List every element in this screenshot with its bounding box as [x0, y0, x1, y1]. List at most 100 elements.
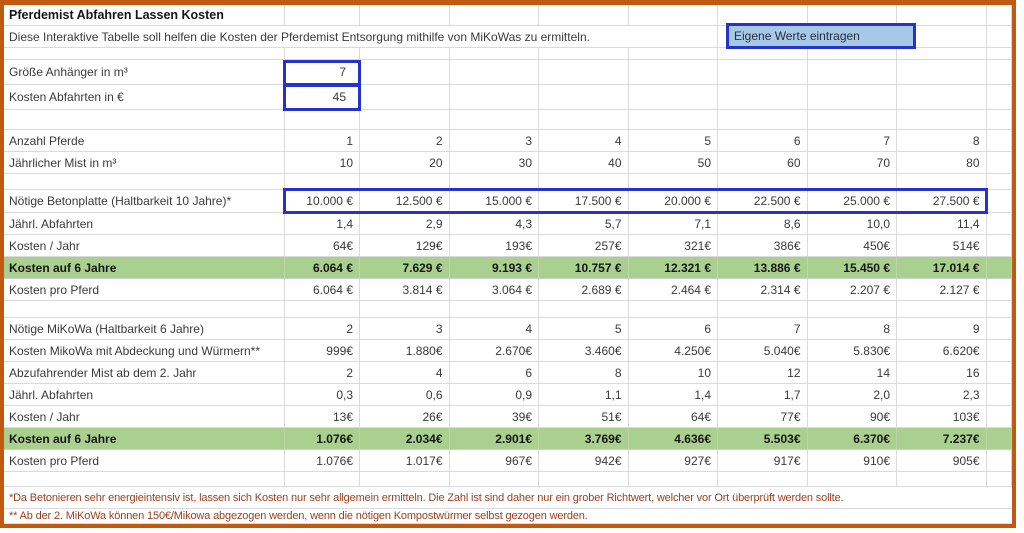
- empty-cell: [807, 301, 897, 318]
- empty-cell: [986, 26, 1012, 48]
- empty-cell: [807, 85, 897, 110]
- value-cell: 321€: [628, 235, 718, 257]
- empty-cell: [539, 301, 629, 318]
- empty-cell: [897, 85, 987, 110]
- value-cell: 5,7: [539, 213, 629, 235]
- value-cell: 64€: [628, 406, 718, 428]
- value-cell: 1.017€: [360, 450, 450, 472]
- empty-cell: [285, 301, 360, 318]
- empty-cell: [897, 48, 987, 60]
- empty-cell: [628, 110, 718, 130]
- empty-cell: [360, 60, 450, 85]
- value-cell: 39€: [449, 406, 539, 428]
- empty-cell: [986, 5, 1012, 26]
- empty-cell: [986, 213, 1012, 235]
- empty-cell: [628, 472, 718, 487]
- value-cell: 51€: [539, 406, 629, 428]
- footnote-text: *Da Betonieren sehr energieintensiv ist,…: [4, 487, 1012, 509]
- sheet-row-input: Größe Anhänger in m³ 7: [4, 60, 1012, 85]
- empty-cell: [4, 110, 285, 130]
- value-cell: 7.237€: [897, 428, 987, 450]
- sheet-row-data: Anzahl Pferde 1 2 3 4 5 6 7 8: [4, 130, 1012, 152]
- value-cell: 450€: [807, 235, 897, 257]
- value-cell: 14: [807, 362, 897, 384]
- sheet-row-data: Jährl. Abfahrten 0,3 0,6 0,9 1,1 1,4 1,7 2,0 2,3: [4, 384, 1012, 406]
- value-cell: 2: [285, 318, 360, 340]
- value-cell: 193€: [449, 235, 539, 257]
- value-cell: 1.880€: [360, 340, 450, 362]
- empty-cell: [807, 472, 897, 487]
- value-cell: 9.193 €: [449, 257, 539, 279]
- empty-cell: [449, 48, 539, 60]
- empty-cell: [986, 152, 1012, 174]
- input-label: Größe Anhänger in m³: [4, 60, 285, 85]
- empty-cell: [539, 110, 629, 130]
- empty-cell: [718, 48, 808, 60]
- empty-cell: [285, 5, 360, 26]
- value-cell: 2.901€: [449, 428, 539, 450]
- value-cell: 5: [628, 130, 718, 152]
- empty-cell: [986, 257, 1012, 279]
- empty-cell: [449, 301, 539, 318]
- empty-cell: [360, 301, 450, 318]
- value-cell: 50: [628, 152, 718, 174]
- value-cell: 6.064 €: [285, 279, 360, 301]
- value-cell: 0,3: [285, 384, 360, 406]
- empty-cell: [986, 190, 1012, 213]
- row-label: Kosten / Jahr: [4, 235, 285, 257]
- row-label: Kosten / Jahr: [4, 406, 285, 428]
- empty-cell: [897, 110, 987, 130]
- empty-cell: [718, 85, 808, 110]
- empty-cell: [628, 48, 718, 60]
- empty-cell: [986, 174, 1012, 190]
- sheet-row-data: Kosten pro Pferd 1.076€ 1.017€ 967€ 942€ 927€…: [4, 450, 1012, 472]
- value-cell: 3.460€: [539, 340, 629, 362]
- value-cell: 967€: [449, 450, 539, 472]
- value-cell: 2,9: [360, 213, 450, 235]
- value-cell: 3: [360, 318, 450, 340]
- input-box-anhaenger-groesse[interactable]: [283, 60, 361, 86]
- input-box-kosten-abfahrten[interactable]: [283, 84, 361, 111]
- row-label: Kosten pro Pferd: [4, 450, 285, 472]
- empty-cell: [539, 60, 629, 85]
- empty-cell: [449, 60, 539, 85]
- sheet-row-data: Kosten / Jahr 13€ 26€ 39€ 51€ 64€ 77€ 90€ 103€: [4, 406, 1012, 428]
- sheet-row-footnote: *Da Betonieren sehr energieintensiv ist,…: [4, 487, 1012, 509]
- row-label: Jährlicher Mist in m³: [4, 152, 285, 174]
- callout-label: Eigene Werte eintragen: [734, 29, 860, 43]
- value-cell: 12.321 €: [628, 257, 718, 279]
- row-label: Kosten MikoWa mit Abdeckung und Würmern*…: [4, 340, 285, 362]
- value-cell: 3.769€: [539, 428, 629, 450]
- value-cell: 4,3: [449, 213, 539, 235]
- value-cell: 7: [718, 318, 808, 340]
- empty-cell: [718, 301, 808, 318]
- value-cell: 129€: [360, 235, 450, 257]
- empty-cell: [897, 60, 987, 85]
- empty-cell: [897, 26, 987, 48]
- row-label: Kosten auf 6 Jahre: [4, 257, 285, 279]
- value-cell: 5.503€: [718, 428, 808, 450]
- value-cell: 1.076€: [285, 428, 360, 450]
- betonplatte-range-box: [283, 188, 988, 214]
- empty-cell: [539, 48, 629, 60]
- empty-cell: [986, 340, 1012, 362]
- empty-cell: [360, 5, 450, 26]
- empty-cell: [449, 85, 539, 110]
- row-label: Nötige MiKoWa (Haltbarkeit 6 Jahre): [4, 318, 285, 340]
- value-cell: 7: [807, 130, 897, 152]
- value-cell: 12: [718, 362, 808, 384]
- sheet-row-data: Kosten / Jahr 64€ 129€ 193€ 257€ 321€ 386€ 450€…: [4, 235, 1012, 257]
- sheet-row-blank: [4, 472, 1012, 487]
- sheet-row-blank: [4, 301, 1012, 318]
- empty-cell: [449, 110, 539, 130]
- value-cell: 2,3: [897, 384, 987, 406]
- value-cell: 26€: [360, 406, 450, 428]
- value-cell: 13.886 €: [718, 257, 808, 279]
- value-cell: 4.250€: [628, 340, 718, 362]
- value-cell: 386€: [718, 235, 808, 257]
- value-cell: 7.629 €: [360, 257, 450, 279]
- value-cell: 927€: [628, 450, 718, 472]
- value-cell: 30: [449, 152, 539, 174]
- sheet-row-data: Abzufahrender Mist ab dem 2. Jahr 2 4 6 8 10 1…: [4, 362, 1012, 384]
